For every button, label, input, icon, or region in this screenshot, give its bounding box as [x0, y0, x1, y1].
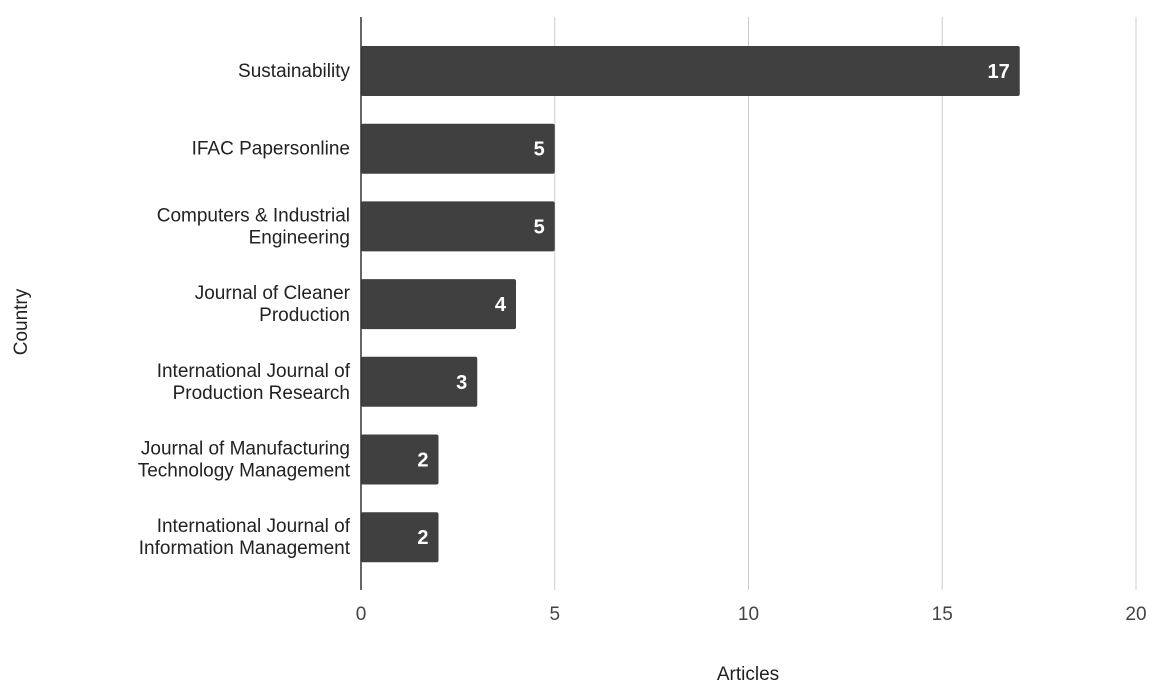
category-label: Sustainability	[238, 61, 350, 82]
data-label: 5	[534, 139, 545, 161]
category-label: International Journal of Production Resea…	[157, 361, 351, 404]
data-label: 2	[417, 527, 428, 549]
bar	[361, 512, 439, 563]
category-label: Journal of Manufacturing Technology Manag…	[138, 439, 351, 482]
data-label: 4	[495, 294, 507, 316]
category-label: Journal of Cleaner Production	[195, 283, 351, 326]
data-label: 3	[456, 372, 467, 394]
category-label: International Journal of Information Mana…	[139, 516, 351, 559]
x-tick-label: 0	[356, 604, 367, 625]
bars: 17 5 5 4 3 2 2	[361, 46, 1020, 563]
x-tick-label: 5	[549, 604, 560, 625]
data-label: 5	[534, 216, 545, 238]
bar	[361, 123, 555, 174]
bar	[361, 434, 439, 485]
category-label: Computers & Industrial Engineering	[157, 205, 350, 248]
x-tick-label: 10	[738, 604, 759, 625]
data-label: 17	[988, 61, 1010, 83]
bar	[361, 46, 1020, 96]
bar	[361, 356, 478, 407]
y-axis-title: Country	[11, 288, 32, 355]
category-labels: Sustainability IFAC Papersonline Computers…	[138, 61, 351, 559]
x-axis-title: Articles	[717, 664, 779, 684]
data-label: 2	[417, 450, 428, 472]
x-tick-labels: 0 5 10 15 20	[356, 604, 1147, 625]
bar	[361, 201, 555, 252]
category-label: IFAC Papersonline	[192, 139, 350, 160]
x-tick-label: 20	[1125, 604, 1146, 625]
gridlines	[554, 17, 1137, 590]
bar	[361, 279, 516, 330]
x-tick-label: 15	[932, 604, 953, 625]
